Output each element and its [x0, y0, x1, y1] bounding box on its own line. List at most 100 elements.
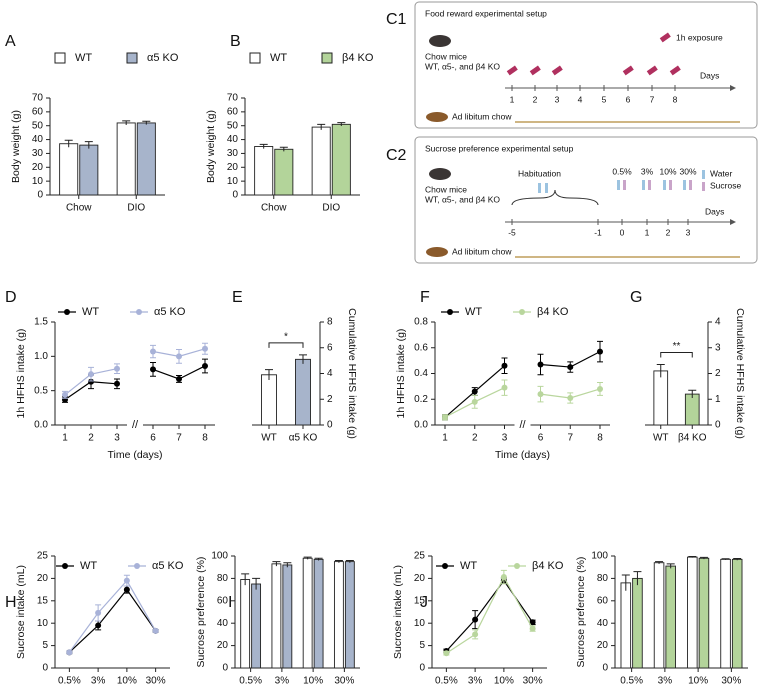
- x-tick-label: 8: [597, 433, 603, 444]
- concentration-label: 0.5%: [612, 166, 632, 176]
- bar: [632, 577, 643, 669]
- point: [123, 577, 130, 584]
- panel-label: G: [630, 289, 642, 306]
- y-axis-label: Sucrose preference (%): [575, 557, 587, 668]
- point: [501, 384, 508, 391]
- series-line: [68, 588, 157, 653]
- error-bar: [633, 571, 642, 586]
- legend-marker: [442, 563, 448, 569]
- exposure-label: 1h exposure: [676, 32, 723, 42]
- y-tick-label: 80: [217, 573, 229, 584]
- significance-label: **: [673, 341, 681, 352]
- axis-break: //: [519, 419, 526, 431]
- bar: [261, 374, 277, 426]
- error-bar: [656, 363, 665, 378]
- bar: [331, 123, 351, 196]
- day-label: 3: [686, 227, 691, 237]
- x-tick-label: α5 KO: [289, 433, 318, 444]
- x-tick-label: 2: [472, 433, 478, 444]
- x-tick-label: 6: [150, 433, 156, 444]
- y-tick-label: 70: [32, 93, 44, 104]
- y-tick-label: 100: [591, 551, 608, 562]
- y-tick-label: 2: [327, 394, 333, 405]
- bar: [59, 143, 79, 196]
- food-icon: [529, 65, 541, 76]
- y-tick-label: 0.5: [34, 385, 48, 396]
- timeline-arrow: [730, 219, 736, 225]
- point: [442, 414, 448, 421]
- point: [567, 394, 574, 401]
- x-axis-label: Time (days): [495, 449, 550, 461]
- x-tick-label: 3%: [658, 676, 673, 687]
- point: [529, 625, 536, 632]
- bar: [687, 556, 698, 669]
- y-tick-label: 20: [217, 640, 229, 651]
- x-tick-label: 30%: [146, 676, 166, 687]
- day-label: -5: [508, 227, 516, 237]
- bar: [79, 144, 99, 196]
- bar: [295, 358, 311, 426]
- y-tick-label: 25: [414, 551, 426, 562]
- x-tick-label: 10%: [688, 676, 708, 687]
- x-tick-label: 10%: [117, 676, 137, 687]
- legend-label: WT: [82, 306, 99, 318]
- tube-icon: [669, 180, 672, 190]
- habituation-label: Habituation: [518, 168, 561, 178]
- legend-label: α5 KO: [154, 306, 186, 318]
- x-tick-label: 7: [567, 433, 573, 444]
- bar: [136, 122, 156, 196]
- y-tick-label: 2: [715, 368, 721, 379]
- y-tick-label: 8: [327, 317, 333, 328]
- x-tick-label: 1: [442, 433, 448, 444]
- legend-label: WT: [75, 52, 92, 64]
- y-tick-label: 0: [37, 190, 43, 201]
- food-icon: [669, 65, 681, 76]
- point: [537, 361, 544, 368]
- point: [501, 362, 508, 369]
- x-tick-label: Chow: [66, 203, 92, 214]
- food-icon: [506, 65, 518, 76]
- panel-label: D: [5, 289, 17, 306]
- y-tick-label: 20: [597, 640, 609, 651]
- panel-label: I: [228, 594, 232, 611]
- significance-label: *: [284, 331, 288, 342]
- day-label: -1: [594, 227, 602, 237]
- bar: [665, 565, 676, 669]
- y-tick-label: 0.4: [414, 368, 428, 379]
- legend-label: β4 KO: [537, 306, 569, 318]
- series-line: [68, 579, 157, 653]
- series-line: [446, 575, 534, 654]
- bar: [344, 561, 355, 669]
- y-axis-label: 1h HFHS intake (g): [395, 329, 407, 419]
- chow-icon: [426, 112, 448, 122]
- day-label: 1: [510, 94, 515, 104]
- error-bar: [84, 141, 93, 149]
- x-axis-label: Time (days): [107, 449, 162, 461]
- concentration-label: 30%: [679, 166, 696, 176]
- y-axis-label: Cumulative HFHS intake (g): [346, 308, 358, 439]
- y-tick-label: 20: [32, 162, 44, 173]
- y-tick-label: 20: [414, 573, 426, 584]
- x-tick-label: 3%: [275, 676, 290, 687]
- x-tick-label: 3%: [91, 676, 106, 687]
- point: [150, 348, 156, 355]
- bar: [653, 370, 669, 426]
- y-tick-label: 6: [327, 342, 333, 353]
- y-tick-label: 10: [32, 176, 44, 187]
- error-bar: [699, 556, 708, 560]
- legend-marker: [514, 563, 520, 569]
- point: [123, 586, 130, 593]
- y-tick-label: 40: [227, 134, 239, 145]
- error-bar: [303, 556, 312, 560]
- series-line: [445, 579, 534, 652]
- tube-icon: [702, 170, 705, 179]
- point: [114, 380, 120, 387]
- y-axis-label: Body weight (g): [10, 110, 22, 183]
- x-tick-label: 7: [176, 433, 182, 444]
- error-bar: [259, 143, 268, 149]
- y-tick-label: 0: [715, 420, 721, 431]
- food-icon: [646, 65, 658, 76]
- tube-icon: [702, 182, 705, 191]
- panel-label: B: [230, 33, 241, 50]
- tube-icon: [683, 180, 686, 190]
